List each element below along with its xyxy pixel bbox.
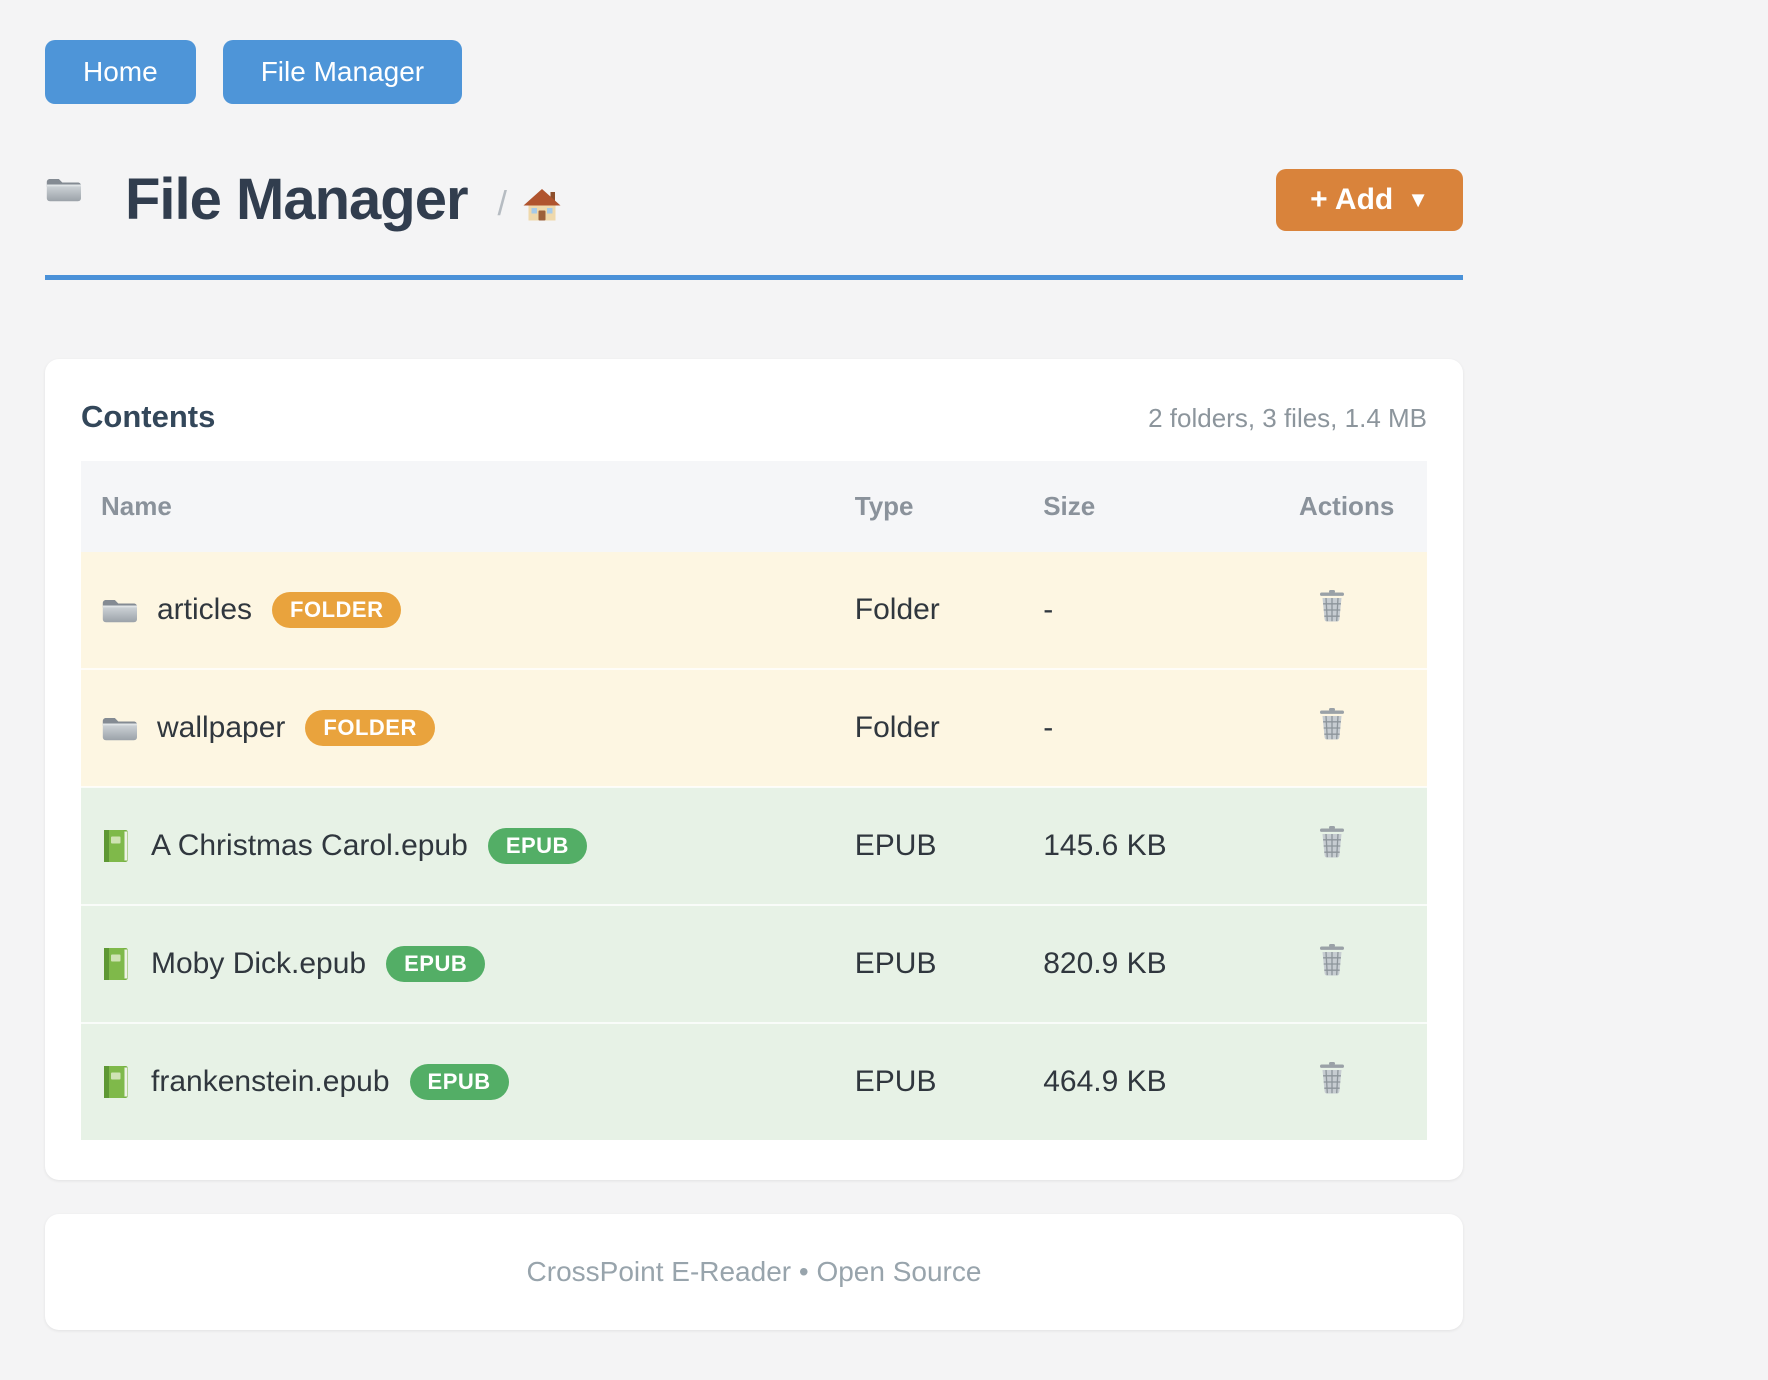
table-header-row: Name Type Size Actions xyxy=(81,461,1427,552)
book-icon xyxy=(101,829,131,863)
item-size: 820.9 KB xyxy=(1023,904,1279,1023)
item-name-link[interactable]: wallpaper xyxy=(157,711,286,744)
type-badge: EPUB xyxy=(409,1064,509,1100)
trash-icon xyxy=(1317,825,1347,859)
item-type: Folder xyxy=(834,668,1024,787)
trash-icon xyxy=(1317,707,1347,741)
chevron-down-icon: ▼ xyxy=(1407,186,1429,212)
column-header-name: Name xyxy=(81,461,835,552)
item-size: 464.9 KB xyxy=(1023,1022,1279,1140)
header-divider xyxy=(45,275,1463,280)
page-header: File Manager / + Add ▼ xyxy=(45,166,1463,233)
trash-icon xyxy=(1317,943,1347,977)
type-badge: EPUB xyxy=(386,946,486,982)
column-header-size: Size xyxy=(1023,461,1279,552)
item-name-link[interactable]: frankenstein.epub xyxy=(151,1065,390,1098)
item-type: EPUB xyxy=(834,904,1024,1023)
page-title: File Manager xyxy=(125,167,469,232)
item-name-link[interactable]: A Christmas Carol.epub xyxy=(151,829,468,862)
folder-icon xyxy=(101,714,137,743)
delete-button[interactable] xyxy=(1317,943,1347,977)
item-name-link[interactable]: articles xyxy=(157,593,253,626)
page-container: Home File Manager File Manager / + xyxy=(45,0,1463,1330)
type-badge: FOLDER xyxy=(272,592,402,628)
type-badge: EPUB xyxy=(487,828,587,864)
home-icon xyxy=(523,188,561,222)
breadcrumb-home-link[interactable] xyxy=(523,178,561,222)
table-row: articles FOLDER Folder - xyxy=(81,552,1427,669)
nav-file-manager-button[interactable]: File Manager xyxy=(222,40,463,104)
column-header-type: Type xyxy=(834,461,1024,552)
book-icon xyxy=(101,947,131,981)
item-size: - xyxy=(1023,668,1279,787)
table-row: A Christmas Carol.epub EPUB EPUB 145.6 K… xyxy=(81,786,1427,905)
delete-button[interactable] xyxy=(1317,825,1347,859)
nav-home-button[interactable]: Home xyxy=(45,40,196,104)
add-button-label: + Add xyxy=(1310,182,1394,216)
delete-button[interactable] xyxy=(1317,707,1347,741)
column-header-actions: Actions xyxy=(1278,461,1427,552)
add-button[interactable]: + Add ▼ xyxy=(1276,168,1463,231)
type-badge: FOLDER xyxy=(305,710,435,746)
footer-text: CrossPoint E-Reader • Open Source xyxy=(526,1256,982,1287)
book-icon xyxy=(101,1065,131,1099)
item-name-link[interactable]: Moby Dick.epub xyxy=(151,947,367,980)
delete-button[interactable] xyxy=(1317,589,1347,623)
footer-card: CrossPoint E-Reader • Open Source xyxy=(45,1214,1463,1330)
contents-title: Contents xyxy=(81,399,216,434)
trash-icon xyxy=(1317,589,1347,623)
item-type: EPUB xyxy=(834,1022,1024,1140)
folder-icon xyxy=(101,596,137,625)
folder-icon xyxy=(45,175,107,225)
item-type: Folder xyxy=(854,593,940,626)
item-size: - xyxy=(1043,593,1054,626)
table-row: Moby Dick.epub EPUB EPUB 820.9 KB xyxy=(81,904,1427,1023)
contents-summary: 2 folders, 3 files, 1.4 MB xyxy=(1148,403,1427,433)
top-nav: Home File Manager xyxy=(45,0,1463,104)
table-row: frankenstein.epub EPUB EPUB 464.9 KB xyxy=(81,1022,1427,1140)
breadcrumb-separator: / xyxy=(497,185,507,223)
delete-button[interactable] xyxy=(1317,1061,1347,1095)
table-row: wallpaper FOLDER Folder - xyxy=(81,668,1427,787)
trash-icon xyxy=(1317,1061,1347,1095)
item-type: EPUB xyxy=(834,786,1024,905)
item-size: 145.6 KB xyxy=(1023,786,1279,905)
file-table: Name Type Size Actions articles FOLDER Fold… xyxy=(81,461,1427,1140)
contents-card: Contents 2 folders, 3 files, 1.4 MB Name… xyxy=(45,359,1463,1180)
